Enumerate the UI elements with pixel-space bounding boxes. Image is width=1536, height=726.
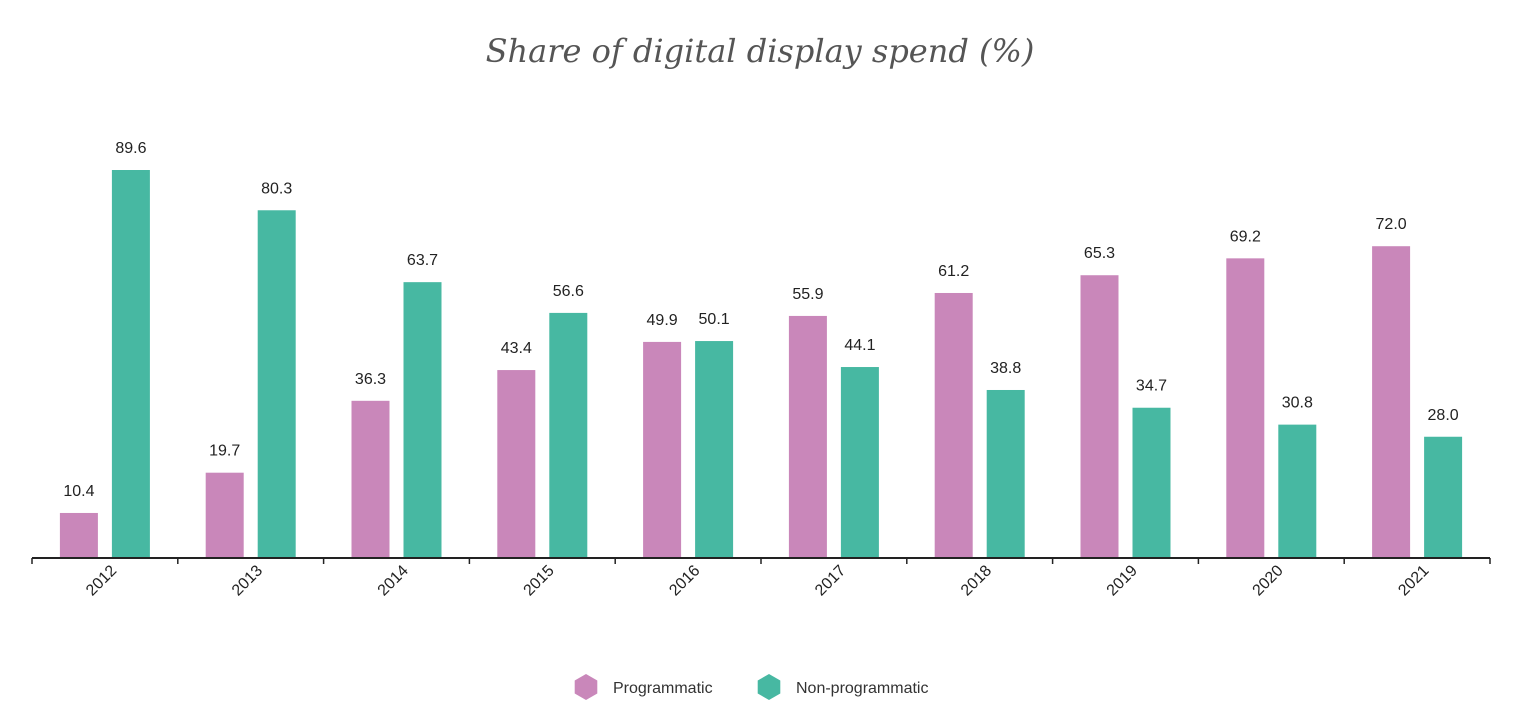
x-axis: 2012 2013 2014 2015 2016 2017 2018 2019 2020 2021 (31, 557, 1491, 599)
legend-hexagon-icon-non-programmatic (757, 674, 781, 700)
value-label-non-programmatic-2013: 80.3 (261, 180, 292, 197)
bar-non-programmatic-2015 (549, 312, 588, 558)
x-tick-label-2015: 2015 (521, 562, 558, 599)
value-label-non-programmatic-2015: 56.6 (553, 283, 584, 300)
x-tick-label-2016: 2016 (666, 562, 703, 599)
value-label-programmatic-2020: 69.2 (1230, 228, 1261, 245)
bar-non-programmatic-2016 (695, 341, 734, 558)
bar-programmatic-2016 (643, 341, 682, 558)
legend: Programmatic Non-programmatic (574, 674, 928, 700)
value-label-non-programmatic-2019: 34.7 (1136, 378, 1167, 395)
value-label-programmatic-2018: 61.2 (938, 263, 969, 280)
value-label-non-programmatic-2012: 89.6 (115, 140, 146, 157)
value-label-programmatic-2019: 65.3 (1084, 245, 1115, 262)
bar-non-programmatic-2021 (1424, 436, 1463, 558)
x-tick-label-2013: 2013 (229, 562, 266, 599)
bar-non-programmatic-2017 (840, 367, 879, 558)
value-label-non-programmatic-2018: 38.8 (990, 360, 1021, 377)
x-tick-label-2014: 2014 (375, 562, 412, 599)
bar-non-programmatic-2019 (1132, 407, 1171, 558)
bar-programmatic-2012 (59, 512, 98, 558)
legend-label-non-programmatic: Non-programmatic (796, 680, 928, 697)
bar-programmatic-2021 (1372, 246, 1411, 558)
bar-non-programmatic-2020 (1278, 424, 1317, 558)
value-label-non-programmatic-2021: 28.0 (1428, 407, 1459, 424)
x-tick-label-2017: 2017 (812, 562, 849, 599)
legend-hexagon-icon-programmatic (574, 674, 598, 700)
legend-label-programmatic: Programmatic (613, 680, 713, 697)
value-label-non-programmatic-2016: 50.1 (699, 311, 730, 328)
value-label-programmatic-2015: 43.4 (501, 340, 532, 357)
bar-non-programmatic-2013 (257, 210, 296, 558)
bars-layer (59, 170, 1463, 558)
value-label-programmatic-2014: 36.3 (355, 371, 386, 388)
bar-programmatic-2018 (934, 292, 973, 558)
x-tick-label-2012: 2012 (83, 562, 120, 599)
bar-programmatic-2015 (497, 370, 536, 558)
bar-non-programmatic-2014 (403, 282, 442, 558)
value-label-non-programmatic-2014: 63.7 (407, 252, 438, 269)
bar-programmatic-2019 (1080, 275, 1119, 558)
x-tick-label-2021: 2021 (1395, 562, 1432, 599)
value-label-programmatic-2012: 10.4 (63, 483, 94, 500)
chart-title: Share of digital display spend (%) (486, 32, 1035, 70)
value-labels-layer: 10.4 89.6 19.7 80.3 36.3 63.7 43.4 56.6 49.9 50.1… (63, 140, 1458, 500)
x-tick-label-2018: 2018 (958, 562, 995, 599)
x-tick-label-2020: 2020 (1250, 562, 1287, 599)
bar-programmatic-2017 (788, 315, 827, 558)
bar-non-programmatic-2012 (111, 170, 150, 558)
value-label-non-programmatic-2017: 44.1 (844, 337, 875, 354)
bar-non-programmatic-2018 (986, 389, 1025, 558)
value-label-programmatic-2021: 72.0 (1376, 216, 1407, 233)
value-label-non-programmatic-2020: 30.8 (1282, 395, 1313, 412)
bar-programmatic-2020 (1226, 258, 1265, 558)
value-label-programmatic-2013: 19.7 (209, 443, 240, 460)
bar-programmatic-2014 (351, 400, 390, 558)
bar-programmatic-2013 (205, 472, 244, 558)
value-label-programmatic-2017: 55.9 (792, 286, 823, 303)
value-label-programmatic-2016: 49.9 (647, 312, 678, 329)
x-tick-label-2019: 2019 (1104, 562, 1141, 599)
